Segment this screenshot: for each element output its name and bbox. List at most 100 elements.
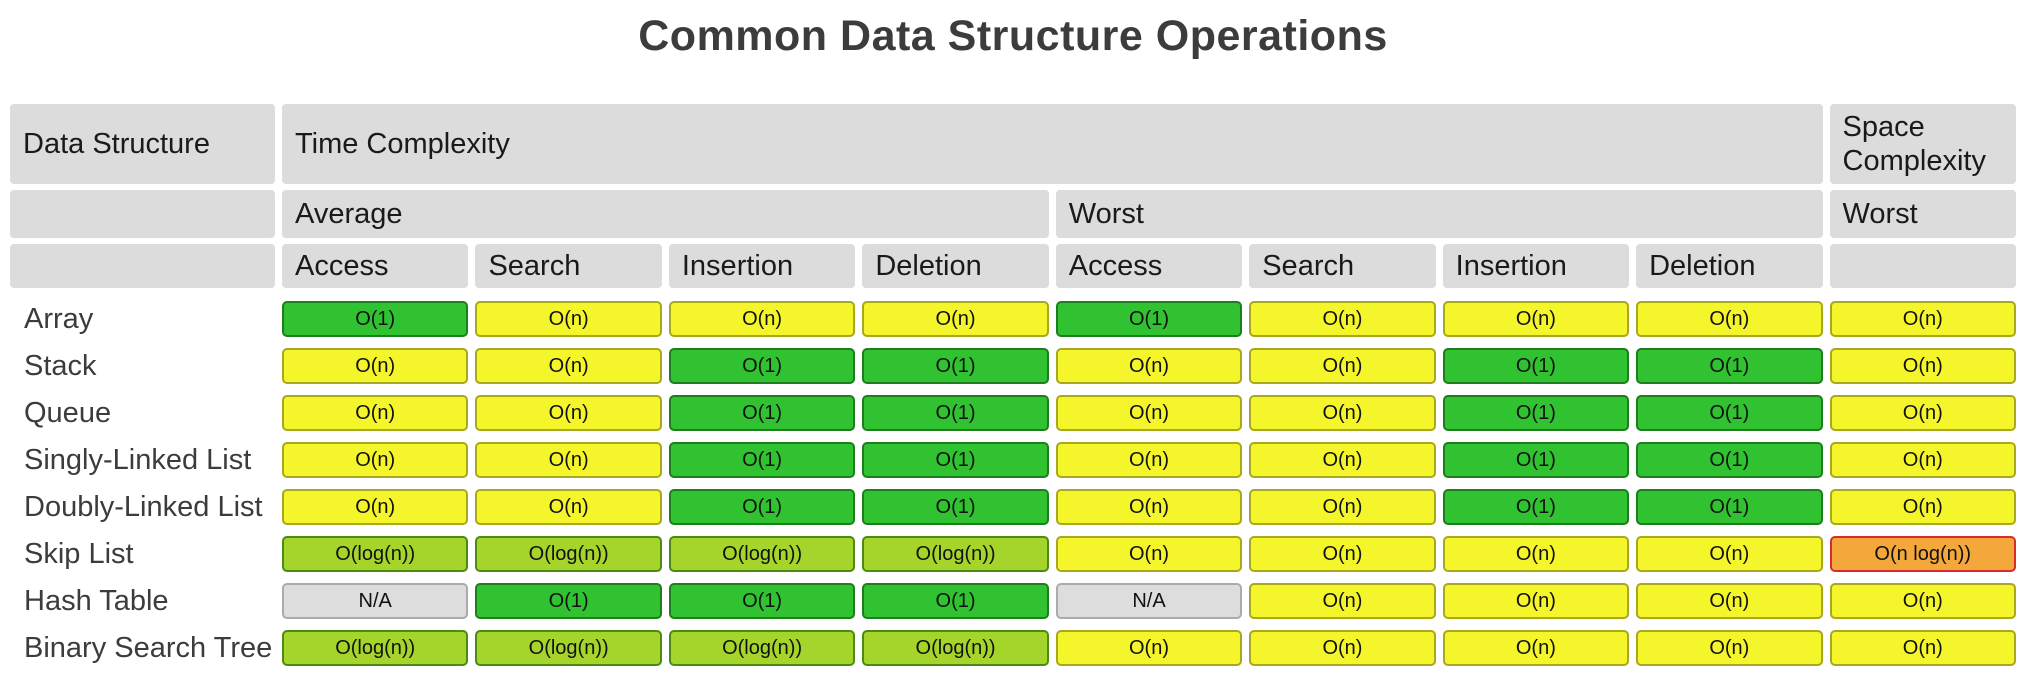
complexity-cell: O(log(n)) bbox=[282, 630, 469, 666]
complexity-cell: N/A bbox=[1055, 583, 1243, 619]
complexity-cell: O(n) bbox=[282, 489, 469, 525]
table-row: Binary Search Tree O(log(n)) O(log(n)) O(lo… bbox=[10, 630, 2016, 666]
row-label: Binary Search Tree bbox=[24, 631, 273, 664]
complexity-cell: O(1) bbox=[1055, 301, 1243, 337]
complexity-cell: O(n) bbox=[1442, 536, 1630, 572]
header-time-complexity: Time Complexity bbox=[282, 104, 1823, 184]
complexity-cell: O(n) bbox=[1249, 630, 1436, 666]
complexity-cell: O(n) bbox=[1829, 442, 2016, 478]
complexity-cell: O(n) bbox=[1249, 348, 1436, 384]
table-row: Doubly-Linked List O(n) O(n) O(1) O(1) O(n) O(… bbox=[10, 489, 2016, 525]
header-row-groups: Data Structure Time Complexity Space Com… bbox=[10, 104, 2016, 184]
table-row: Queue O(n) O(n) O(1) O(1) O(n) O(n) O(1) O(1) O(n… bbox=[10, 395, 2016, 431]
complexity-cell: O(1) bbox=[1636, 442, 1823, 478]
page-title: Common Data Structure Operations bbox=[638, 12, 1388, 60]
table-row: Array O(1) O(n) O(n) O(n) O(1) O(n) O(n) O(n) O(n… bbox=[10, 301, 2016, 337]
complexity-cell: O(log(n)) bbox=[282, 536, 469, 572]
table-row: Singly-Linked List O(n) O(n) O(1) O(1) O(n) O(… bbox=[10, 442, 2016, 478]
complexity-cell: O(1) bbox=[668, 583, 856, 619]
header-space-spacer bbox=[1829, 244, 2016, 288]
complexity-cell: O(n) bbox=[1829, 583, 2016, 619]
complexity-cell: O(n) bbox=[1249, 536, 1436, 572]
complexity-cell: O(n) bbox=[1055, 630, 1243, 666]
header-row-operations: Access Search Insertion Deletion Access Searc… bbox=[10, 244, 2016, 288]
header-average: Average bbox=[282, 190, 1049, 238]
complexity-cell: O(n) bbox=[1442, 583, 1630, 619]
row-label: Array bbox=[24, 302, 94, 335]
complexity-cell: O(1) bbox=[1442, 395, 1630, 431]
complexity-cell: O(1) bbox=[862, 348, 1049, 384]
complexity-cell: O(1) bbox=[862, 489, 1049, 525]
complexity-cell: O(n) bbox=[282, 348, 469, 384]
complexity-cell: O(log(n)) bbox=[862, 536, 1049, 572]
row-label: Skip List bbox=[24, 537, 134, 570]
table-row: Stack O(n) O(n) O(1) O(1) O(n) O(n) O(1) O(1) O(n… bbox=[10, 348, 2016, 384]
header-operation-0: Access bbox=[282, 244, 469, 288]
complexity-cell: O(n) bbox=[1249, 583, 1436, 619]
complexity-cell: O(n) bbox=[1055, 348, 1243, 384]
complexity-cell: O(n) bbox=[1829, 489, 2016, 525]
complexity-cell: O(1) bbox=[862, 395, 1049, 431]
complexity-cell: O(n) bbox=[1442, 630, 1630, 666]
header-operation-1: Search bbox=[475, 244, 662, 288]
header-worst: Worst bbox=[1055, 190, 1823, 238]
complexity-cell: O(1) bbox=[1442, 348, 1630, 384]
complexity-cell: O(n) bbox=[1829, 395, 2016, 431]
header-operation-5: Search bbox=[1249, 244, 1436, 288]
complexity-cell: O(n) bbox=[1442, 301, 1630, 337]
complexity-cell: O(n) bbox=[1829, 630, 2016, 666]
complexity-cell: O(1) bbox=[1636, 395, 1823, 431]
complexity-cell: O(1) bbox=[1442, 442, 1630, 478]
complexity-cell: O(n) bbox=[1249, 442, 1436, 478]
header-data-structure: Data Structure bbox=[10, 104, 275, 184]
complexity-cell: O(1) bbox=[1636, 348, 1823, 384]
complexity-cell: O(1) bbox=[1636, 489, 1823, 525]
row-label: Singly-Linked List bbox=[24, 443, 252, 476]
header-operation-2: Insertion bbox=[668, 244, 856, 288]
complexity-cell: O(1) bbox=[1442, 489, 1630, 525]
complexity-cell: O(n) bbox=[475, 348, 662, 384]
table-row: Hash Table N/A O(1) O(1) O(1) N/A O(n) O(n) O(n)… bbox=[10, 583, 2016, 619]
complexity-cell: O(n) bbox=[1636, 630, 1823, 666]
complexity-cell: O(n) bbox=[1055, 442, 1243, 478]
complexity-cell: O(n) bbox=[1055, 395, 1243, 431]
complexity-cell: O(n) bbox=[1636, 301, 1823, 337]
complexity-cell: O(n) bbox=[475, 489, 662, 525]
complexity-cell: N/A bbox=[282, 583, 469, 619]
complexity-cell: O(1) bbox=[668, 489, 856, 525]
complexity-cell: O(log(n)) bbox=[475, 630, 662, 666]
header-operation-6: Insertion bbox=[1442, 244, 1630, 288]
complexity-cell: O(1) bbox=[668, 395, 856, 431]
complexity-cell: O(n) bbox=[475, 395, 662, 431]
complexity-cell: O(n) bbox=[1055, 489, 1243, 525]
table-row: Skip List O(log(n)) O(log(n)) O(log(n)) O(lo… bbox=[10, 536, 2016, 572]
complexity-cell: O(1) bbox=[862, 583, 1049, 619]
row-label: Hash Table bbox=[24, 584, 169, 617]
complexity-cell: O(n) bbox=[282, 395, 469, 431]
complexity-cell: O(n) bbox=[475, 442, 662, 478]
header-spacer bbox=[10, 244, 275, 288]
header-operation-3: Deletion bbox=[862, 244, 1049, 288]
complexity-table: Data Structure Time Complexity Space Com… bbox=[10, 104, 2016, 677]
complexity-cell: O(n) bbox=[668, 301, 856, 337]
header-space-complexity: Space Complexity bbox=[1829, 104, 2016, 184]
table-body: Array O(1) O(n) O(n) O(n) O(1) O(n) O(n) O(n) O(n… bbox=[10, 301, 2016, 666]
header-spacer bbox=[10, 190, 275, 238]
header-row-cases: Average Worst Worst bbox=[10, 190, 2016, 238]
complexity-cell: O(1) bbox=[475, 583, 662, 619]
complexity-cell: O(1) bbox=[282, 301, 469, 337]
complexity-cell: O(n) bbox=[1249, 395, 1436, 431]
complexity-cell: O(n) bbox=[1829, 301, 2016, 337]
complexity-cell: O(1) bbox=[668, 442, 856, 478]
row-label: Stack bbox=[24, 349, 97, 382]
complexity-cell: O(1) bbox=[862, 442, 1049, 478]
complexity-cell: O(n) bbox=[862, 301, 1049, 337]
complexity-cell: O(log(n)) bbox=[862, 630, 1049, 666]
complexity-cell: O(1) bbox=[668, 348, 856, 384]
header-operation-4: Access bbox=[1055, 244, 1243, 288]
complexity-cell: O(log(n)) bbox=[668, 536, 856, 572]
complexity-cell: O(n) bbox=[1249, 301, 1436, 337]
complexity-cell: O(n) bbox=[1636, 583, 1823, 619]
complexity-cell: O(n) bbox=[1055, 536, 1243, 572]
complexity-cell: O(log(n)) bbox=[668, 630, 856, 666]
